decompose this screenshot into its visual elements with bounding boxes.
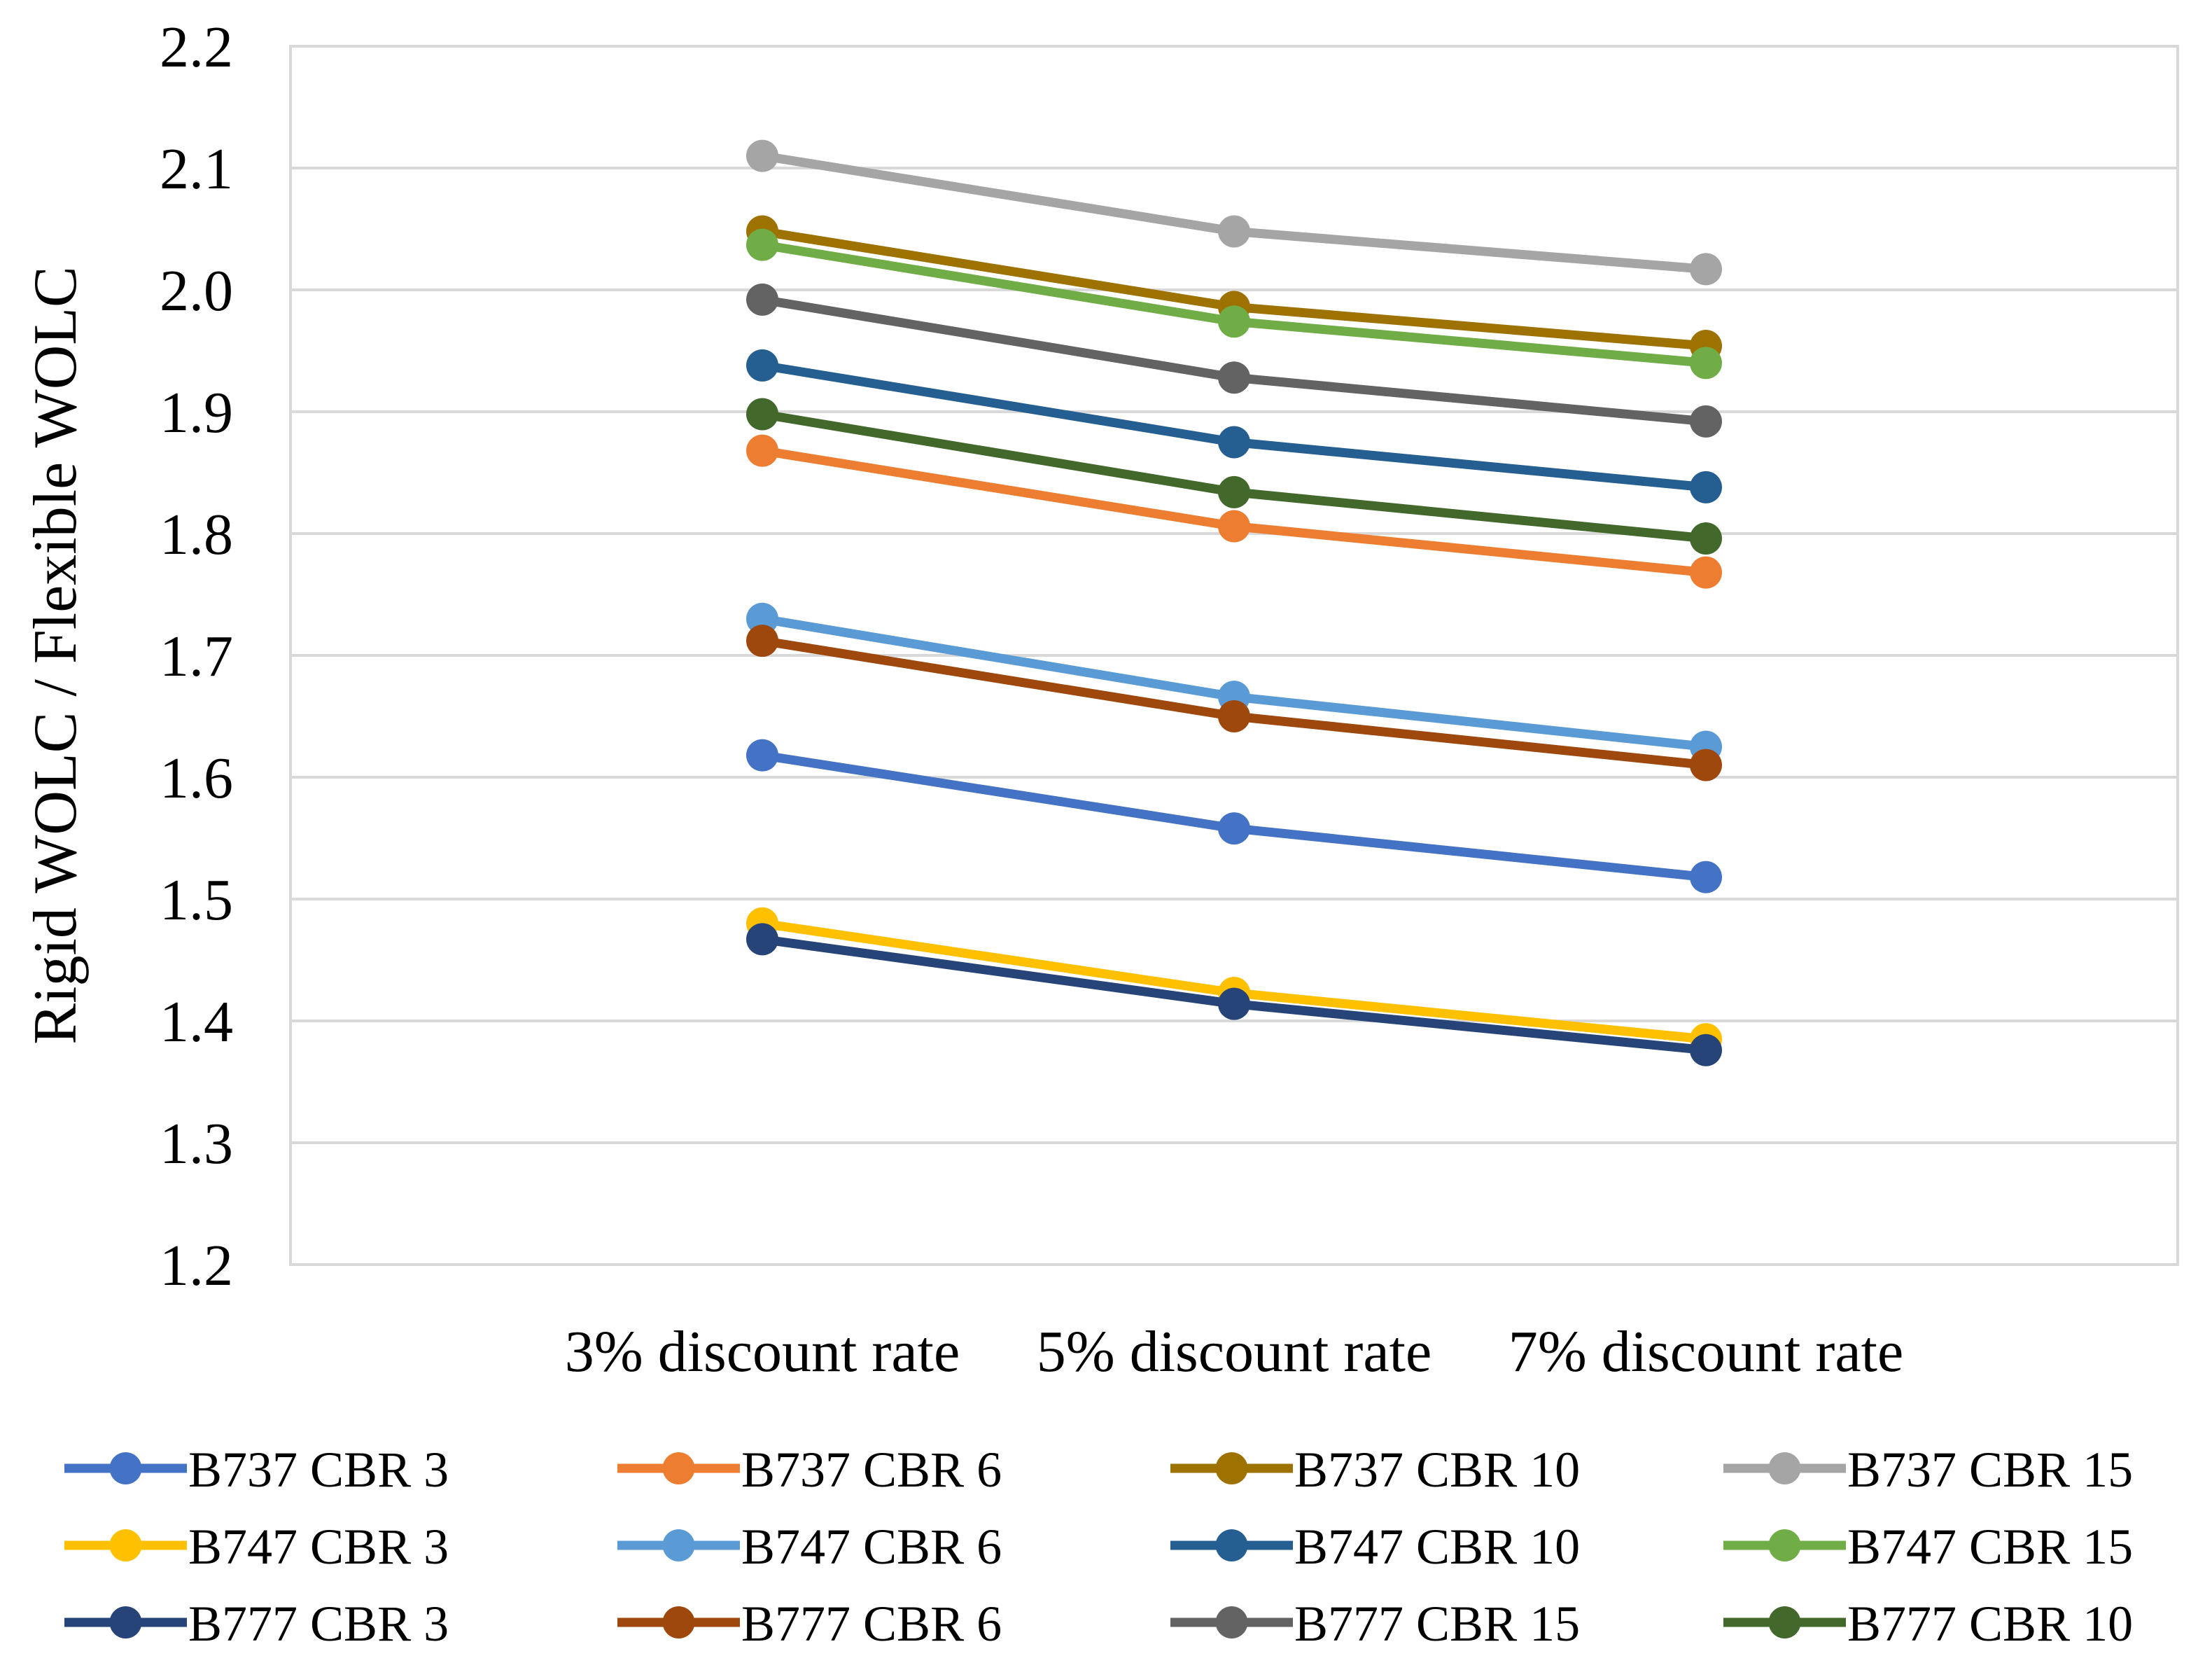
data-point-b777-cbr-15-1 (1218, 361, 1250, 394)
series-b777-cbr-15 (746, 283, 1722, 438)
legend-label: B747 CBR 6 (741, 1519, 1002, 1575)
series-b777-cbr-3 (746, 923, 1722, 1066)
y-tick-label: 2.1 (160, 137, 233, 202)
data-point-b777-cbr-3-2 (1690, 1034, 1722, 1066)
data-point-b737-cbr-15-2 (1690, 253, 1722, 286)
data-point-b747-cbr-10-0 (746, 349, 778, 382)
data-series (746, 139, 1722, 1066)
data-point-b777-cbr-6-2 (1690, 749, 1722, 781)
legend-swatch-marker (662, 1606, 695, 1638)
data-point-b737-cbr-15-0 (746, 139, 778, 172)
legend-swatch-marker (1215, 1529, 1248, 1561)
plot-area-border (289, 45, 2179, 1266)
data-point-b747-cbr-10-1 (1218, 426, 1250, 459)
data-point-b737-cbr-3-1 (1218, 812, 1250, 845)
x-category-label: 5% discount rate (1037, 1319, 1432, 1384)
legend-label: B737 CBR 6 (741, 1442, 1002, 1498)
series-b777-cbr-10 (746, 398, 1722, 555)
legend-entry-b747-cbr-3: B747 CBR 3 (64, 1519, 449, 1575)
y-tick-label: 1.5 (160, 868, 233, 933)
legend: B737 CBR 3 B737 CBR 6 B737 CBR 10 B737 CBR … (64, 1442, 2133, 1652)
legend-entry-b747-cbr-15: B747 CBR 15 (1723, 1519, 2133, 1575)
data-point-b777-cbr-6-0 (746, 625, 778, 657)
legend-entry-b737-cbr-10: B737 CBR 10 (1170, 1442, 1580, 1498)
legend-swatch-marker (1215, 1606, 1248, 1638)
series-b737-cbr-6 (746, 434, 1722, 589)
legend-swatch-marker (1768, 1452, 1801, 1484)
data-point-b777-cbr-15-0 (746, 283, 778, 316)
y-tick-label: 1.8 (160, 502, 233, 567)
legend-swatch-marker (109, 1529, 142, 1561)
data-point-b737-cbr-15-1 (1218, 215, 1250, 248)
series-b737-cbr-15 (746, 139, 1722, 286)
data-point-b737-cbr-6-1 (1218, 510, 1250, 543)
legend-swatch-marker (1768, 1606, 1801, 1638)
legend-label: B777 CBR 3 (188, 1596, 449, 1652)
data-point-b747-cbr-15-0 (746, 228, 778, 261)
y-axis-ticks: 1.2 1.3 1.4 1.5 1.6 1.7 1.8 1.9 2.0 2.1 2.2 (160, 15, 233, 1298)
y-tick-label: 1.2 (160, 1233, 233, 1298)
series-b777-cbr-6 (746, 625, 1722, 781)
legend-label: B737 CBR 15 (1847, 1442, 2133, 1498)
x-category-label: 7% discount rate (1508, 1319, 1904, 1384)
data-point-b747-cbr-15-1 (1218, 305, 1250, 338)
y-axis-title: Rigid WOLC / Flexible WOLC (22, 266, 90, 1044)
data-point-b777-cbr-15-2 (1690, 405, 1722, 438)
x-category-label: 3% discount rate (565, 1319, 960, 1384)
legend-swatch-marker (1768, 1529, 1801, 1561)
y-tick-label: 1.3 (160, 1111, 233, 1176)
legend-swatch-marker (1215, 1452, 1248, 1484)
data-point-b737-cbr-6-0 (746, 434, 778, 467)
data-point-b747-cbr-10-2 (1690, 471, 1722, 503)
legend-label: B737 CBR 10 (1294, 1442, 1580, 1498)
legend-entry-b777-cbr-10: B777 CBR 10 (1723, 1596, 2133, 1652)
data-point-b737-cbr-3-0 (746, 739, 778, 772)
y-tick-label: 1.4 (160, 989, 233, 1055)
y-tick-label: 1.9 (160, 380, 233, 445)
data-point-b737-cbr-3-2 (1690, 861, 1722, 893)
data-point-b777-cbr-10-2 (1690, 522, 1722, 555)
series-b747-cbr-10 (746, 349, 1722, 503)
data-point-b777-cbr-6-1 (1218, 700, 1250, 732)
legend-label: B747 CBR 3 (188, 1519, 449, 1575)
series-b737-cbr-3 (746, 739, 1722, 893)
data-point-b777-cbr-3-1 (1218, 987, 1250, 1020)
data-point-b747-cbr-15-2 (1690, 347, 1722, 380)
data-point-b777-cbr-10-0 (746, 398, 778, 431)
y-tick-label: 2.2 (160, 15, 233, 80)
series-b747-cbr-15 (746, 228, 1722, 380)
legend-swatch-marker (109, 1606, 142, 1638)
legend-label: B737 CBR 3 (188, 1442, 449, 1498)
legend-entry-b777-cbr-15: B777 CBR 15 (1170, 1596, 1580, 1652)
y-tick-label: 2.0 (160, 258, 233, 323)
legend-swatch-marker (662, 1452, 695, 1484)
legend-swatch-marker (662, 1529, 695, 1561)
legend-label: B777 CBR 6 (741, 1596, 1002, 1652)
y-tick-label: 1.6 (160, 746, 233, 811)
x-axis-categories: 3% discount rate 5% discount rate 7% disco… (565, 1319, 1904, 1384)
legend-entry-b777-cbr-6: B777 CBR 6 (617, 1596, 1002, 1652)
legend-entry-b737-cbr-3: B737 CBR 3 (64, 1442, 449, 1498)
legend-label: B777 CBR 10 (1847, 1596, 2133, 1652)
legend-entry-b747-cbr-6: B747 CBR 6 (617, 1519, 1002, 1575)
data-point-b777-cbr-3-0 (746, 923, 778, 956)
legend-entry-b737-cbr-15: B737 CBR 15 (1723, 1442, 2133, 1498)
legend-entry-b747-cbr-10: B747 CBR 10 (1170, 1519, 1580, 1575)
legend-entry-b737-cbr-6: B737 CBR 6 (617, 1442, 1002, 1498)
y-tick-label: 1.7 (160, 624, 233, 689)
legend-label: B747 CBR 15 (1847, 1519, 2133, 1575)
legend-label: B747 CBR 10 (1294, 1519, 1580, 1575)
legend-entry-b777-cbr-3: B777 CBR 3 (64, 1596, 449, 1652)
legend-label: B777 CBR 15 (1294, 1596, 1580, 1652)
legend-swatch-marker (109, 1452, 142, 1484)
data-point-b737-cbr-6-2 (1690, 556, 1722, 589)
data-point-b777-cbr-10-1 (1218, 475, 1250, 508)
